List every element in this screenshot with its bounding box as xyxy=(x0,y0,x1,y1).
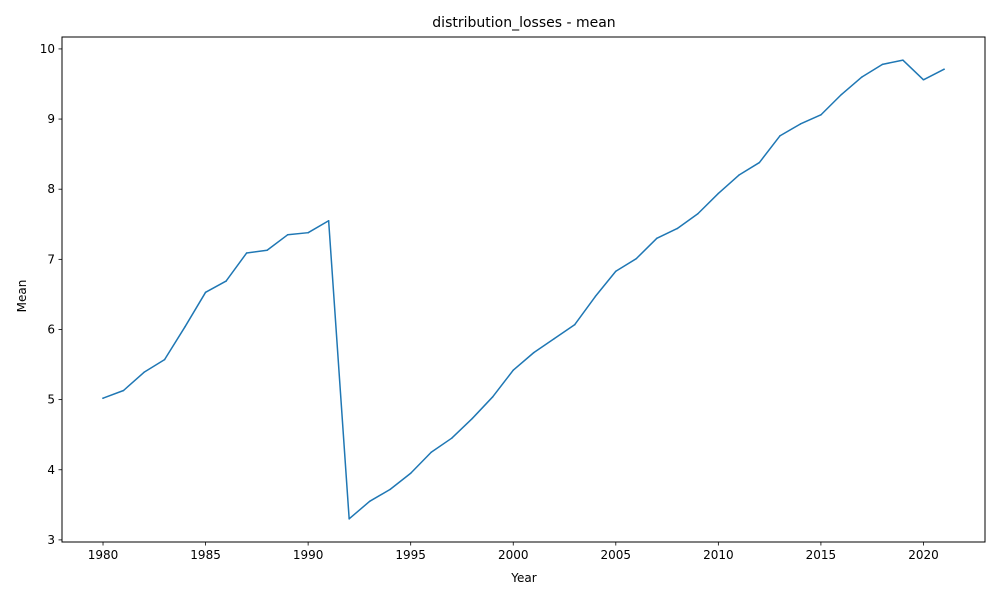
x-tick-label: 2005 xyxy=(601,548,632,562)
data-point xyxy=(286,234,289,236)
y-tick-label: 10 xyxy=(40,42,55,56)
data-point xyxy=(348,518,350,520)
data-point xyxy=(450,437,453,439)
x-tick-label: 1980 xyxy=(88,548,119,562)
data-point xyxy=(717,192,720,195)
data-point xyxy=(779,135,781,137)
data-point xyxy=(368,500,371,503)
data-point xyxy=(697,213,699,215)
data-point xyxy=(758,161,761,164)
data-point xyxy=(738,174,740,176)
data-point xyxy=(656,237,658,240)
data-point xyxy=(389,488,391,491)
chart-title: distribution_losses - mean xyxy=(432,15,615,31)
y-tick-label: 8 xyxy=(47,182,55,196)
x-tick-label: 2000 xyxy=(498,548,529,562)
y-tick-label: 3 xyxy=(47,533,55,547)
data-point xyxy=(922,79,925,81)
data-points xyxy=(102,59,945,520)
data-point xyxy=(184,325,186,328)
data-point xyxy=(327,220,330,222)
x-tick-label: 1995 xyxy=(395,548,426,562)
axes-frame xyxy=(61,36,986,543)
plot-area xyxy=(61,36,986,543)
data-point xyxy=(491,396,494,398)
data-point xyxy=(143,371,145,374)
x-tick-label: 2020 xyxy=(908,548,939,562)
data-point xyxy=(881,63,884,66)
data-point xyxy=(122,389,125,392)
data-point xyxy=(102,397,104,399)
data-point xyxy=(594,295,597,298)
data-point xyxy=(266,249,268,251)
data-point xyxy=(512,369,514,371)
data-point xyxy=(409,472,412,475)
data-point xyxy=(902,59,904,61)
data-point xyxy=(574,323,576,326)
x-tick-label: 2010 xyxy=(703,548,734,562)
x-axis: 1980 1985 1990 1995 2000 2005 2010 2015 2020 xyxy=(88,542,939,562)
data-point xyxy=(943,68,945,71)
y-tick-label: 9 xyxy=(47,112,55,126)
x-tick-label: 2015 xyxy=(806,548,837,562)
data-point xyxy=(307,231,309,234)
y-tick-label: 4 xyxy=(47,463,55,477)
data-point xyxy=(163,358,166,361)
data-point xyxy=(676,227,679,230)
data-point xyxy=(820,114,822,116)
data-point xyxy=(840,93,843,96)
y-tick-label: 7 xyxy=(47,252,55,266)
data-point xyxy=(615,270,617,273)
x-tick-label: 1985 xyxy=(190,548,221,562)
y-axis-label: Mean xyxy=(15,280,29,313)
x-tick-label: 1990 xyxy=(293,548,324,562)
x-axis-label: Year xyxy=(510,571,536,585)
data-point xyxy=(533,351,535,354)
data-point xyxy=(861,76,863,78)
y-tick-label: 6 xyxy=(47,322,55,336)
data-point xyxy=(635,257,638,260)
y-tick-label: 5 xyxy=(47,393,55,407)
data-point xyxy=(204,291,207,294)
series-line xyxy=(102,59,945,520)
y-axis: 3 4 5 6 7 8 9 10 xyxy=(40,42,62,547)
data-point xyxy=(471,417,473,420)
data-point xyxy=(225,280,227,282)
data-point xyxy=(553,337,556,340)
data-point xyxy=(799,123,802,125)
data-point xyxy=(430,451,432,453)
data-point xyxy=(245,252,248,254)
